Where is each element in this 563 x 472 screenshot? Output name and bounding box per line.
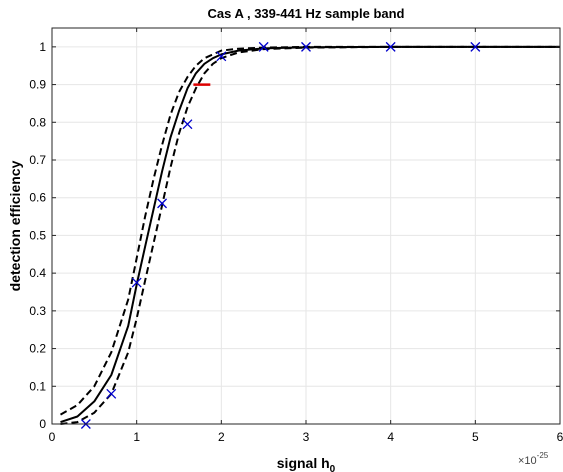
- data-point-marker: [131, 277, 142, 288]
- dashed-bound-line: [60, 45, 560, 416]
- y-tick-label: 0.5: [29, 228, 46, 242]
- data-point-marker: [182, 119, 193, 130]
- data-point-marker: [157, 198, 168, 209]
- y-tick-label: 0.6: [29, 191, 46, 205]
- x-tick-label: 4: [387, 430, 394, 444]
- y-tick-label: 0.2: [29, 342, 46, 356]
- data-point-marker: [106, 388, 117, 399]
- y-tick-label: 0.4: [29, 266, 46, 280]
- y-tick-label: 1: [39, 40, 46, 54]
- y-tick-label: 0.8: [29, 115, 46, 129]
- data-point-marker: [301, 41, 311, 52]
- x-axis-label: signal h0: [277, 455, 336, 472]
- x-tick-label: 0: [49, 430, 56, 444]
- x-exponent-label: ×10-25: [518, 451, 549, 467]
- y-tick-label: 0: [39, 417, 46, 431]
- y-tick-label: 0.7: [29, 153, 46, 167]
- series-layer: [60, 41, 560, 429]
- data-point-marker: [216, 51, 227, 62]
- y-axis-label: detection efficiency: [7, 160, 23, 291]
- data-point-marker: [385, 41, 396, 52]
- x-axis-label-main: signal h: [277, 455, 330, 471]
- x-tick-label: 6: [557, 430, 563, 444]
- data-point-marker: [470, 41, 481, 52]
- y-tick-label: 0.3: [29, 304, 46, 318]
- x-axis-label-subscript: 0: [330, 464, 336, 472]
- x-exponent-base: ×10: [518, 455, 537, 467]
- x-tick-label: 3: [303, 430, 310, 444]
- data-point-marker: [258, 41, 269, 52]
- ticks: 0 1 2 3 4 5 6 0 0.1 0.2 0.3 0.4 0.5 0.6 0.7 0.8 0.9 1: [29, 28, 563, 444]
- y-tick-label: 0.9: [29, 78, 46, 92]
- x-tick-label: 2: [218, 430, 225, 444]
- x-tick-label: 5: [472, 430, 479, 444]
- chart-title: Cas A , 339-441 Hz sample band: [207, 6, 404, 21]
- x-tick-label: 1: [133, 430, 140, 444]
- y-tick-label: 0.1: [29, 379, 46, 393]
- x-exponent-power: -25: [537, 451, 549, 460]
